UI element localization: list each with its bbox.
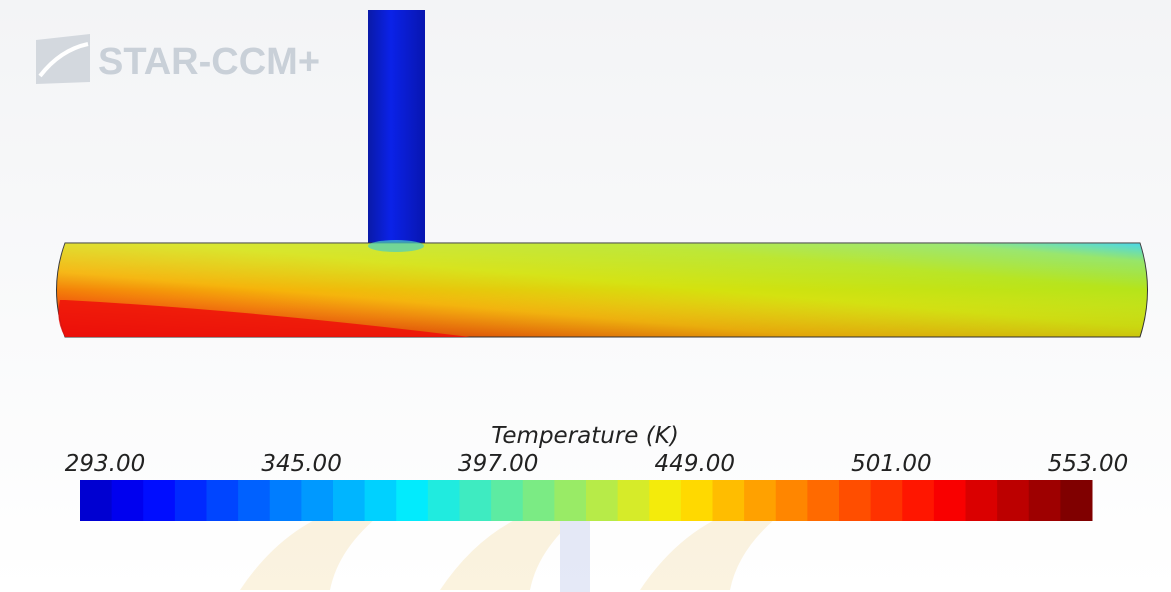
color-swatch — [902, 480, 934, 521]
legend-tick-label: 345.00 — [261, 451, 341, 477]
color-swatch — [428, 480, 460, 521]
color-swatch — [365, 480, 397, 521]
color-swatch — [112, 480, 144, 521]
logo-text: STAR-CCM+ — [98, 41, 320, 83]
color-swatch — [396, 480, 428, 521]
color-swatch — [966, 480, 998, 521]
color-swatch — [839, 480, 871, 521]
color-swatch — [871, 480, 903, 521]
color-swatch — [554, 480, 586, 521]
color-swatch — [1060, 480, 1092, 521]
legend-tick-label: 553.00 — [1048, 451, 1128, 477]
color-swatch — [934, 480, 966, 521]
color-swatch — [491, 480, 523, 521]
viewport: STAR-CCM+ Temperature (K) 293.00 345.00 39… — [0, 0, 1171, 592]
inlet-pipe — [368, 10, 425, 248]
color-swatch — [207, 480, 239, 521]
color-swatch — [776, 480, 808, 521]
color-swatch — [586, 480, 618, 521]
color-swatch — [80, 480, 112, 521]
color-swatch — [238, 480, 270, 521]
color-swatch — [523, 480, 555, 521]
page: STAR-CCM+ Temperature (K) 293.00 345.00 39… — [0, 0, 1171, 592]
color-swatch — [175, 480, 207, 521]
color-swatch — [997, 480, 1029, 521]
color-swatch — [1029, 480, 1061, 521]
legend-title: Temperature (K) — [491, 423, 679, 449]
logo: STAR-CCM+ — [36, 34, 320, 84]
color-swatch — [713, 480, 745, 521]
color-swatch — [681, 480, 713, 521]
color-swatch — [301, 480, 333, 521]
color-swatch — [807, 480, 839, 521]
legend-tick-label: 501.00 — [851, 451, 931, 477]
legend-tick-label: 397.00 — [458, 451, 538, 477]
color-swatch — [460, 480, 492, 521]
color-swatch — [270, 480, 302, 521]
color-swatch — [143, 480, 175, 521]
legend-tick-label: 293.00 — [65, 451, 145, 477]
color-swatch — [618, 480, 650, 521]
junction — [368, 240, 424, 252]
color-swatch — [333, 480, 365, 521]
legend-tick-label: 449.00 — [655, 451, 735, 477]
color-swatch — [649, 480, 681, 521]
logo-icon — [36, 34, 90, 84]
color-swatch — [744, 480, 776, 521]
